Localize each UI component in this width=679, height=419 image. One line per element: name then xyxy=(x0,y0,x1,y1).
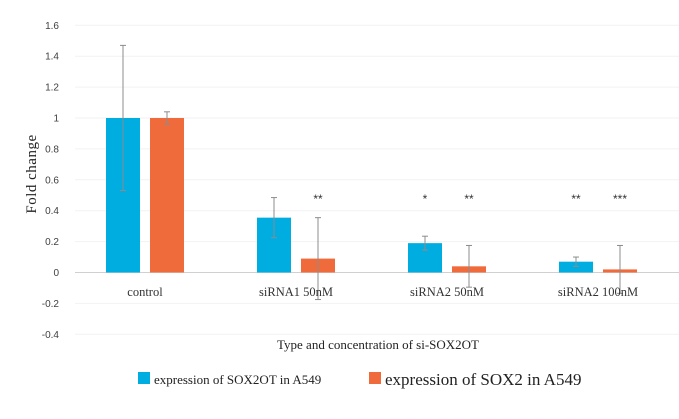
legend-label-sox2: expression of SOX2 in A549 xyxy=(385,370,581,389)
y-tick-label: 1.2 xyxy=(45,83,59,94)
y-tick-label: 1 xyxy=(53,114,59,125)
y-tick-label: 0.4 xyxy=(45,206,59,217)
legend: expression of SOX2OT in A549 expression … xyxy=(138,370,581,389)
x-tick-label: control xyxy=(127,285,163,299)
y-tick-label: 1.6 xyxy=(45,21,59,32)
y-tick-label: 0.6 xyxy=(45,175,59,186)
y-tick-label: 1.4 xyxy=(45,52,59,63)
x-tick-label: siRNA2 50nM xyxy=(410,285,484,299)
y-tick-label: 0.2 xyxy=(45,237,59,248)
y-axis-ticks: 1.6 1.4 1.2 1 0.8 0.6 0.4 0.2 0 -0.2 -0.4 xyxy=(42,21,60,341)
y-axis-label: Fold change xyxy=(24,134,40,213)
y-tick-label: -0.2 xyxy=(42,299,60,310)
x-tick-label: siRNA2 100nM xyxy=(558,285,638,299)
significance-marker: ** xyxy=(313,192,323,206)
bar-sox2ot xyxy=(559,261,593,273)
significance-marker: ** xyxy=(571,192,581,206)
error-bars xyxy=(120,44,623,301)
x-axis-label: Type and concentration of si-SOX2OT xyxy=(277,337,479,352)
y-tick-label: 0.8 xyxy=(45,144,59,155)
significance-marker: * xyxy=(423,192,428,206)
chart-bars xyxy=(106,118,637,273)
x-axis-categories: control siRNA1 50nM siRNA2 50nM siRNA2 100n… xyxy=(127,285,638,299)
significance-markers: * **** ** *** xyxy=(313,192,627,206)
legend-swatch-sox2 xyxy=(369,372,381,384)
significance-marker: ** xyxy=(464,192,474,206)
bar-sox2 xyxy=(150,118,184,273)
legend-label-sox2ot: expression of SOX2OT in A549 xyxy=(154,372,321,387)
x-tick-label: siRNA1 50nM xyxy=(259,285,333,299)
significance-marker: *** xyxy=(613,192,627,206)
y-tick-label: 0 xyxy=(53,268,59,279)
legend-swatch-sox2ot xyxy=(138,372,150,384)
y-tick-label: -0.4 xyxy=(42,330,60,341)
